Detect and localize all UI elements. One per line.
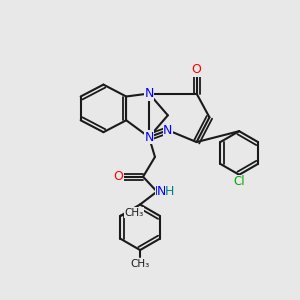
Text: N: N [144,130,154,144]
Text: CH₃: CH₃ [130,259,150,269]
Text: CH₃: CH₃ [124,208,144,218]
Text: N: N [163,124,172,137]
Text: Cl: Cl [233,175,245,188]
Text: N: N [157,185,167,198]
Text: N: N [144,87,154,100]
Text: NH: NH [155,185,172,198]
Text: H: H [165,185,175,198]
Text: O: O [113,170,123,183]
Text: O: O [192,63,202,76]
